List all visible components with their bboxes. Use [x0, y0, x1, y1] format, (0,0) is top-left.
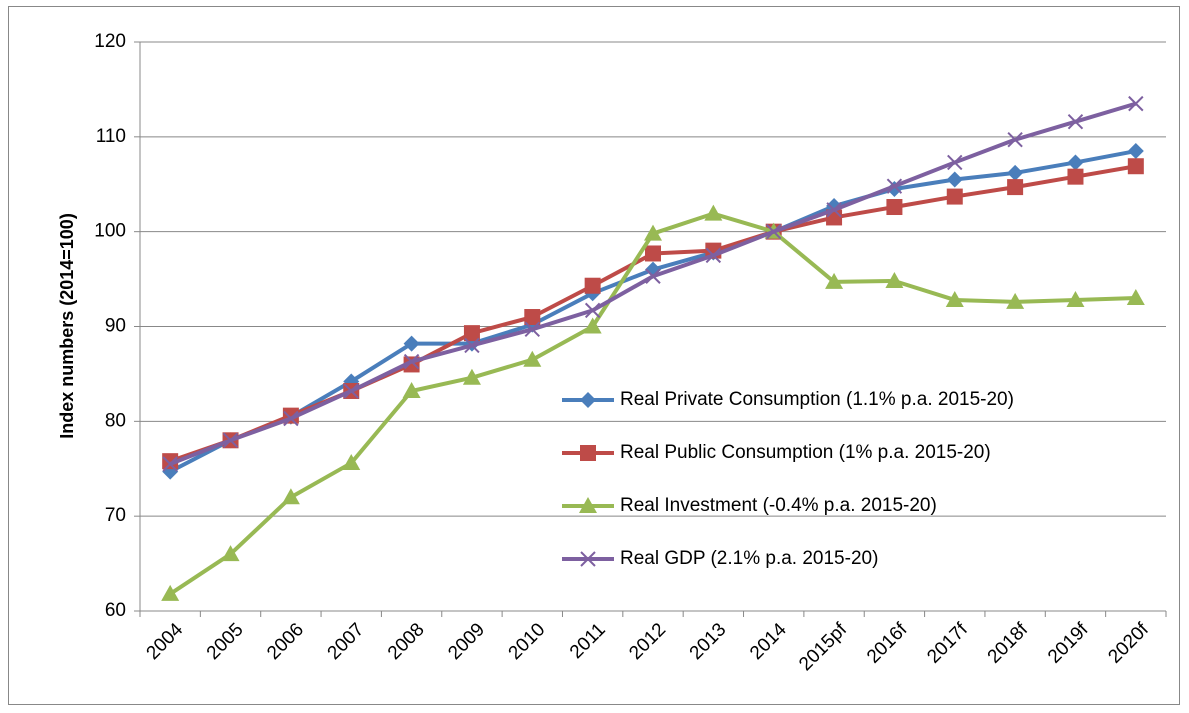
- data-point: [1127, 158, 1144, 175]
- legend-label: Real GDP (2.1% p.a. 2015-20): [620, 548, 878, 569]
- data-point: [343, 383, 359, 399]
- legend-label: Real Investment (-0.4% p.a. 2015-20): [620, 495, 937, 516]
- data-point: [464, 337, 480, 354]
- data-point: [403, 335, 420, 352]
- data-point: [342, 454, 361, 471]
- data-point: [283, 410, 299, 427]
- data-point: [524, 309, 541, 326]
- data-point: [885, 271, 904, 288]
- y-tick-label: 100: [94, 221, 126, 242]
- data-point: [1007, 179, 1024, 196]
- data-point: [403, 353, 420, 370]
- data-point: [1067, 168, 1084, 185]
- data-point: [162, 453, 179, 470]
- chart-frame: [8, 6, 1180, 705]
- data-point: [1007, 164, 1024, 181]
- data-point: [281, 488, 300, 505]
- data-point: [161, 584, 180, 601]
- data-point: [765, 223, 782, 240]
- y-tick-label: 70: [105, 505, 126, 526]
- data-point: [1066, 290, 1085, 307]
- data-point: [705, 247, 722, 264]
- data-point: [1127, 143, 1144, 160]
- data-point: [584, 302, 601, 319]
- data-point: [886, 178, 903, 194]
- data-point: [523, 350, 542, 367]
- data-point: [825, 272, 844, 289]
- legend-marker: [580, 551, 596, 567]
- legend-label: Real Public Consumption (1% p.a. 2015-20…: [620, 442, 991, 463]
- data-point: [222, 432, 239, 449]
- data-point: [826, 202, 842, 218]
- y-tick-label: 90: [105, 316, 126, 337]
- legend-label: Real Private Consumption (1.1% p.a. 2015…: [620, 389, 1014, 410]
- data-point: [704, 204, 723, 221]
- legend-marker: [579, 497, 597, 513]
- legend-marker: [580, 392, 596, 408]
- data-point: [524, 321, 541, 338]
- data-point: [645, 245, 661, 262]
- data-point: [1006, 292, 1025, 309]
- data-point: [644, 224, 662, 241]
- legend-marker: [580, 445, 596, 461]
- data-point: [947, 154, 963, 171]
- data-point: [463, 325, 480, 342]
- data-point: [402, 381, 421, 398]
- data-point: [1067, 154, 1084, 171]
- data-point: [584, 277, 601, 294]
- data-point: [946, 188, 963, 205]
- data-point: [1126, 289, 1145, 306]
- data-point: [1007, 131, 1023, 148]
- data-point: [946, 171, 963, 188]
- data-point: [221, 545, 240, 562]
- data-point: [945, 290, 964, 307]
- data-point: [1128, 95, 1144, 112]
- data-point: [645, 268, 661, 284]
- y-tick-label: 110: [96, 126, 126, 147]
- data-point: [162, 456, 178, 472]
- y-tick-label: 80: [105, 410, 126, 431]
- y-axis-label: Index numbers (2014=100): [57, 213, 77, 439]
- data-point: [886, 199, 903, 216]
- data-point: [462, 368, 481, 385]
- y-tick-label: 60: [105, 600, 126, 621]
- y-tick-label: 120: [94, 31, 126, 52]
- data-point: [1067, 113, 1084, 130]
- data-point: [583, 317, 602, 334]
